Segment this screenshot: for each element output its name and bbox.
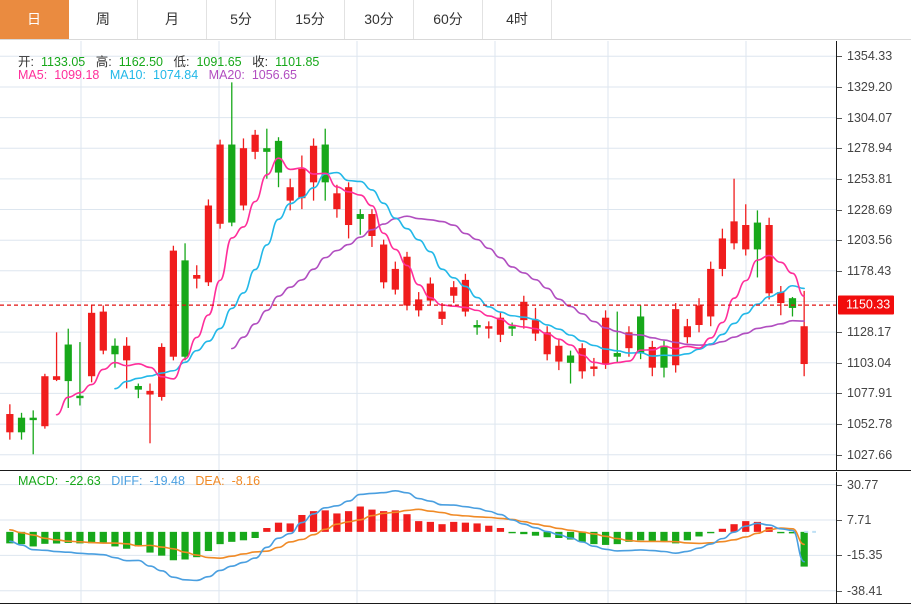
price-chart-pane[interactable] bbox=[0, 41, 836, 470]
macd-chart-svg bbox=[0, 472, 836, 604]
last-price-badge: 1150.33 bbox=[838, 295, 895, 315]
price-tick-label: 1354.33 bbox=[847, 49, 893, 64]
price-tick-label: 1329.20 bbox=[847, 79, 893, 94]
price-chart-svg bbox=[0, 41, 836, 470]
macd-tick-mark bbox=[837, 484, 842, 486]
price-tick-label: 1178.43 bbox=[847, 263, 892, 278]
price-tick-mark bbox=[837, 424, 842, 426]
price-tick-mark bbox=[837, 332, 842, 334]
price-tick-label: 1304.07 bbox=[847, 110, 893, 125]
price-tick-mark bbox=[837, 56, 842, 58]
price-tick-label: 1128.17 bbox=[847, 325, 892, 340]
price-tick-mark bbox=[837, 148, 842, 150]
price-tick-mark bbox=[837, 454, 842, 456]
tab-30min[interactable]: 30分 bbox=[345, 0, 414, 39]
price-tick-mark bbox=[837, 362, 842, 364]
price-tick-mark bbox=[837, 393, 842, 395]
tab-bar-filler bbox=[552, 0, 911, 39]
price-tick-mark bbox=[837, 270, 842, 272]
price-tick-mark bbox=[837, 240, 842, 242]
price-tick-label: 1027.66 bbox=[847, 447, 893, 462]
tab-day[interactable]: 日 bbox=[0, 0, 69, 39]
macd-tick-mark bbox=[837, 555, 842, 557]
tab-5min[interactable]: 5分 bbox=[207, 0, 276, 39]
price-axis: 1354.33 1329.20 1304.07 1278.94 1253.81 1228.… bbox=[836, 41, 911, 470]
tab-week[interactable]: 周 bbox=[69, 0, 138, 39]
price-tick-label: 1253.81 bbox=[847, 171, 893, 186]
price-tick-mark bbox=[837, 117, 842, 119]
macd-tick-mark bbox=[837, 520, 842, 522]
price-tick-label: 1278.94 bbox=[847, 141, 893, 156]
tab-60min[interactable]: 60分 bbox=[414, 0, 483, 39]
macd-axis: 30.77 7.71 -15.35 -38.41 bbox=[836, 472, 911, 604]
macd-tick-label: -38.41 bbox=[847, 583, 883, 598]
tab-month[interactable]: 月 bbox=[138, 0, 207, 39]
price-tick-mark bbox=[837, 178, 842, 180]
price-tick-label: 1077.91 bbox=[847, 386, 893, 401]
price-tick-mark bbox=[837, 86, 842, 88]
macd-chart-pane[interactable] bbox=[0, 472, 836, 604]
price-tick-mark bbox=[837, 209, 842, 211]
macd-tick-label: -15.35 bbox=[847, 548, 883, 563]
macd-tick-label: 7.71 bbox=[847, 513, 872, 528]
price-tick-label: 1203.56 bbox=[847, 233, 893, 248]
price-tick-label: 1228.69 bbox=[847, 202, 893, 217]
macd-tick-mark bbox=[837, 590, 842, 592]
macd-tick-label: 30.77 bbox=[847, 477, 879, 492]
tab-4hour[interactable]: 4时 bbox=[483, 0, 552, 39]
period-tab-bar: 日 周 月 5分 15分 30分 60分 4时 bbox=[0, 0, 911, 40]
pane-divider bbox=[0, 470, 911, 471]
tab-15min[interactable]: 15分 bbox=[276, 0, 345, 39]
price-tick-label: 1103.04 bbox=[847, 355, 892, 370]
price-tick-label: 1052.78 bbox=[847, 417, 893, 432]
